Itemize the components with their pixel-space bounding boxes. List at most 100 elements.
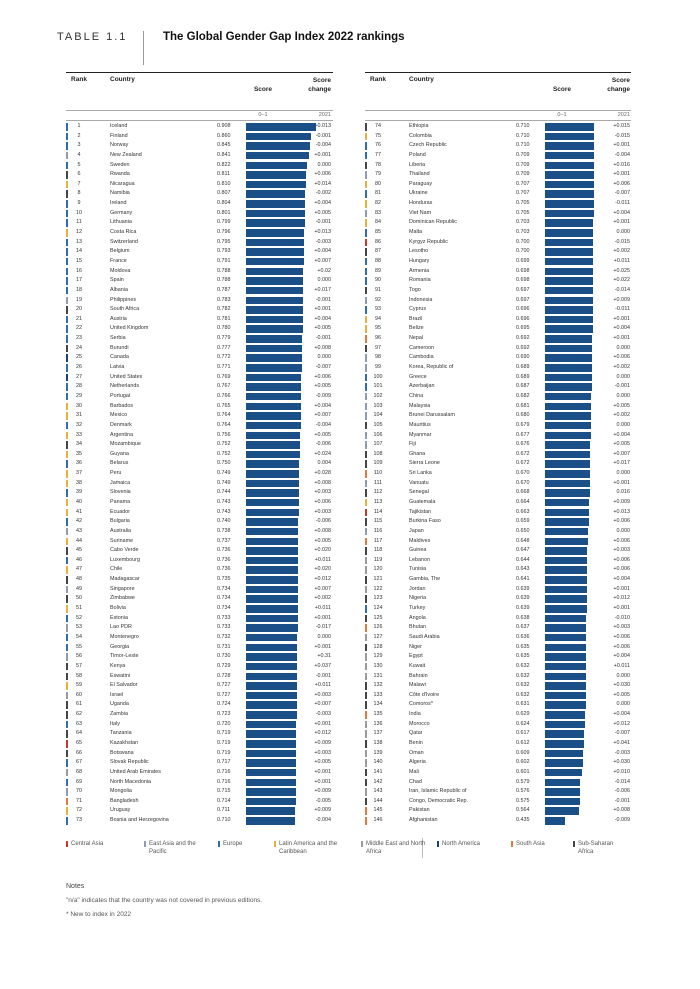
score-cell: 0.781 — [217, 315, 231, 322]
score-change-cell: -0.006 — [315, 441, 331, 448]
table-row: 127 Saudi Arabia 0.636 +0.006 — [365, 633, 631, 643]
rank-cell: 15 — [76, 257, 82, 264]
rank-cell: 58 — [76, 672, 82, 679]
score-bar — [545, 566, 587, 574]
score-bar — [545, 768, 583, 777]
rank-cell: 8 — [77, 190, 81, 197]
rank-cell: 134 — [373, 701, 383, 708]
score-cell: 0.772 — [217, 354, 231, 361]
region-marker — [365, 257, 367, 266]
score-bar — [545, 470, 590, 478]
score-change-cell: +0.006 — [613, 633, 630, 640]
country-cell: Togo — [409, 286, 421, 293]
score-bar — [246, 691, 297, 700]
rank-header: Rank — [71, 76, 87, 83]
notes-line: "n/a" indicates that the country was not… — [66, 897, 263, 904]
region-marker — [66, 315, 68, 324]
rank-cell: 21 — [76, 315, 82, 322]
score-cell: 0.764 — [217, 421, 231, 428]
rank-cell: 91 — [375, 286, 381, 293]
rank-cell: 98 — [375, 354, 381, 361]
score-change-cell: +0.005 — [314, 383, 331, 390]
score-cell: 0.576 — [516, 788, 530, 795]
score-cell: 0.601 — [516, 768, 530, 775]
rank-cell: 47 — [76, 566, 82, 573]
score-cell: 0.771 — [217, 364, 231, 371]
score-cell: 0.635 — [516, 643, 530, 650]
country-cell: Comoros* — [409, 701, 433, 708]
region-marker — [66, 402, 68, 411]
score-change-cell: +0.005 — [613, 441, 630, 448]
table-row: 139 Oman 0.609 -0.003 — [365, 749, 631, 759]
rank-cell: 48 — [76, 576, 82, 583]
score-bar — [246, 605, 298, 613]
region-marker — [365, 489, 367, 497]
region-marker — [365, 817, 367, 825]
table-row: 124 Turkey 0.639 +0.001 — [365, 604, 631, 614]
rank-cell: 24 — [76, 344, 82, 351]
region-marker — [365, 711, 367, 719]
table-row: 20 South Africa 0.782 +0.001 — [66, 305, 333, 315]
table-row: 109 Sierra Leone 0.672 +0.017 — [365, 459, 631, 469]
score-bar — [246, 797, 296, 806]
score-bar — [246, 392, 301, 401]
table-row: 47 Chile 0.736 +0.020 — [66, 565, 333, 575]
table-row: 144 Congo, Democratic Rep. 0.575 -0.001 — [365, 797, 631, 807]
legend-item: East Asia and the Pacific — [144, 840, 211, 856]
region-marker — [66, 489, 68, 497]
rank-cell: 42 — [76, 518, 82, 525]
table-row: 54 Montenegro 0.732 0.000 — [66, 633, 333, 643]
country-cell: Jordan — [409, 585, 426, 592]
region-marker — [365, 768, 367, 777]
rank-cell: 23 — [76, 335, 82, 342]
region-marker — [365, 200, 367, 208]
rank-cell: 100 — [373, 373, 383, 380]
country-header: Country — [409, 76, 434, 83]
score-cell: 0.663 — [516, 508, 530, 515]
table-row: 11 Lithuania 0.799 -0.001 — [66, 218, 333, 228]
country-cell: Kazakhstan — [110, 740, 139, 746]
score-change-cell: 0.000 — [317, 354, 332, 361]
table-row: 39 Slovenia 0.744 +0.003 — [66, 488, 333, 498]
table-row: 138 Benin 0.612 +0.041 — [365, 739, 631, 749]
score-change-cell: 0.000 — [616, 421, 631, 428]
legend-swatch — [511, 841, 513, 847]
score-change-cell: -0.001 — [614, 383, 630, 390]
rank-cell: 57 — [76, 662, 82, 669]
table-row: 73 Bosnia and Herzegovina 0.710 -0.004 — [66, 816, 333, 826]
score-bar — [246, 161, 307, 170]
score-change-cell: +0.002 — [613, 364, 630, 371]
score-cell: 0.707 — [516, 190, 530, 197]
score-change-cell: +0.013 — [314, 229, 331, 236]
score-change-cell: +0.004 — [613, 653, 630, 660]
score-change-cell: 0.000 — [616, 701, 631, 708]
region-marker — [365, 277, 367, 285]
score-cell: 0.697 — [516, 296, 530, 303]
score-bar — [545, 547, 588, 555]
rank-cell: 137 — [373, 730, 383, 737]
table-row: 130 Kuwait 0.632 +0.011 — [365, 662, 631, 672]
country-cell: Zambia — [110, 711, 128, 718]
table-row: 21 Austria 0.781 +0.004 — [66, 315, 333, 325]
rank-cell: 110 — [373, 470, 383, 477]
score-bar — [545, 286, 593, 295]
rank-cell: 85 — [375, 229, 381, 236]
score-cell: 0.638 — [516, 614, 530, 621]
rank-cell: 33 — [76, 431, 82, 438]
country-cell: Malaysia — [409, 402, 431, 409]
rank-cell: 9 — [77, 200, 81, 207]
score-bar — [545, 730, 585, 738]
score-bar — [545, 190, 594, 198]
score-change-cell: +0.02 — [317, 267, 331, 274]
score-bar — [246, 537, 298, 546]
region-marker — [66, 817, 68, 825]
score-bar — [545, 151, 594, 160]
country-cell: Egypt — [409, 653, 423, 660]
score-cell: 0.632 — [516, 682, 530, 689]
score-cell: 0.860 — [217, 132, 231, 139]
table-row: 53 Lao PDR 0.733 -0.017 — [66, 623, 333, 633]
score-change-cell: +0.008 — [314, 344, 331, 351]
region-marker — [365, 190, 367, 198]
score-bar — [246, 807, 296, 815]
